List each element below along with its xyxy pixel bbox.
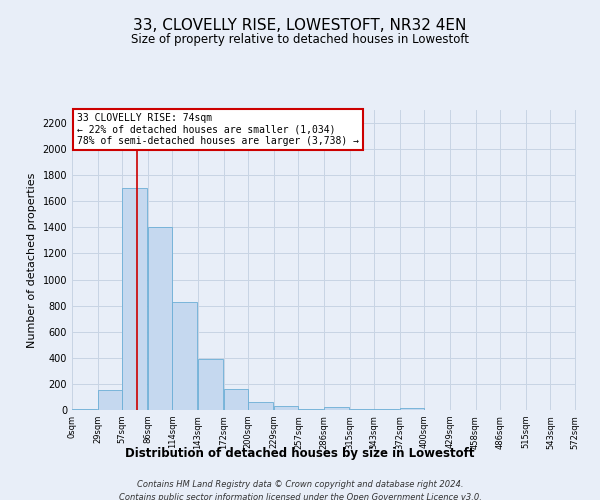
Text: 33 CLOVELLY RISE: 74sqm
← 22% of detached houses are smaller (1,034)
78% of semi: 33 CLOVELLY RISE: 74sqm ← 22% of detache… — [77, 113, 359, 146]
Bar — [172, 302, 197, 410]
Text: Size of property relative to detached houses in Lowestoft: Size of property relative to detached ho… — [131, 32, 469, 46]
Text: Distribution of detached houses by size in Lowestoft: Distribution of detached houses by size … — [125, 448, 475, 460]
Text: Contains HM Land Registry data © Crown copyright and database right 2024.: Contains HM Land Registry data © Crown c… — [137, 480, 463, 489]
Y-axis label: Number of detached properties: Number of detached properties — [27, 172, 37, 348]
Bar — [274, 406, 298, 410]
Bar — [224, 389, 248, 410]
Bar — [324, 406, 349, 410]
Text: 33, CLOVELLY RISE, LOWESTOFT, NR32 4EN: 33, CLOVELLY RISE, LOWESTOFT, NR32 4EN — [133, 18, 467, 32]
Bar — [148, 228, 172, 410]
Bar — [198, 359, 223, 410]
Bar — [122, 188, 147, 410]
Bar — [248, 402, 273, 410]
Text: Contains public sector information licensed under the Open Government Licence v3: Contains public sector information licen… — [119, 492, 481, 500]
Bar — [400, 408, 424, 410]
Bar — [72, 408, 97, 410]
Bar — [98, 390, 122, 410]
